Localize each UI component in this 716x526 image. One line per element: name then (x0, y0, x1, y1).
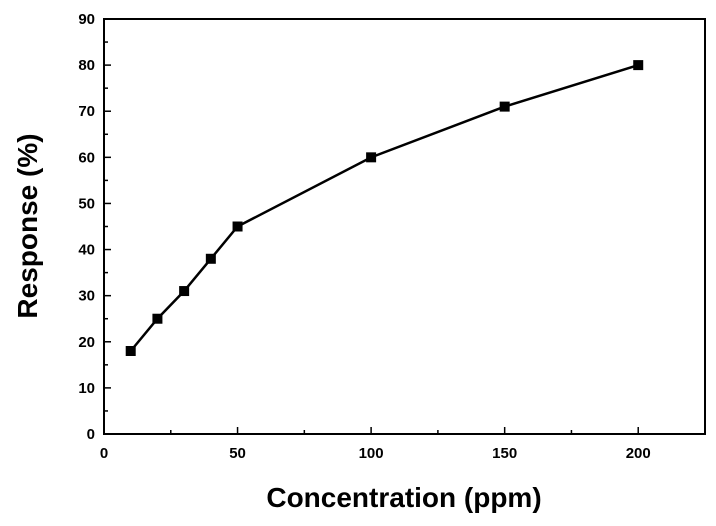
y-tick-label: 0 (87, 426, 95, 443)
x-tick-label: 100 (359, 445, 384, 462)
y-tick-label: 90 (78, 11, 95, 28)
data-point (366, 152, 377, 163)
x-axis-title: Concentration (ppm) (266, 482, 541, 513)
x-axis-tick-labels: 0 50 100 150 200 (100, 445, 651, 462)
data-point (125, 346, 136, 356)
data-point (179, 286, 190, 297)
y-tick-label: 70 (78, 103, 95, 120)
x-axis-ticks (103, 427, 639, 434)
x-tick-label: 50 (229, 445, 246, 462)
y-tick-label: 50 (78, 195, 95, 212)
data-point (633, 60, 644, 71)
series-line (129, 63, 639, 352)
y-axis-title: Response (%) (12, 133, 43, 318)
data-point (499, 101, 510, 112)
y-tick-label: 30 (78, 288, 95, 305)
y-tick-label: 20 (78, 334, 95, 351)
data-point (152, 313, 163, 324)
x-tick-label: 0 (100, 445, 108, 462)
y-tick-label: 40 (78, 242, 95, 259)
series-layer (125, 60, 644, 356)
data-point (232, 221, 243, 232)
x-tick-label: 150 (492, 445, 517, 462)
y-tick-label: 60 (78, 149, 95, 166)
y-axis-ticks (104, 18, 111, 435)
y-axis-tick-labels: 0 10 20 30 40 50 60 70 80 90 (78, 11, 95, 443)
y-tick-label: 80 (78, 57, 95, 74)
plot-frame (103, 18, 706, 435)
data-point (205, 253, 216, 264)
y-tick-label: 10 (78, 380, 95, 397)
x-tick-label: 200 (626, 445, 651, 462)
